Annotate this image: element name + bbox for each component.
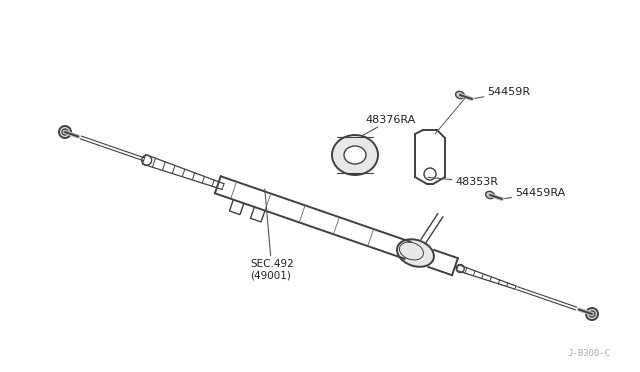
Ellipse shape [344, 146, 366, 164]
Text: SEC.492
(49001): SEC.492 (49001) [250, 189, 294, 281]
Ellipse shape [486, 191, 494, 199]
Ellipse shape [456, 92, 465, 99]
Circle shape [586, 308, 598, 320]
Text: 48353R: 48353R [428, 177, 498, 187]
Circle shape [59, 126, 71, 138]
Ellipse shape [397, 239, 434, 267]
Ellipse shape [332, 135, 378, 175]
Text: J-B300-C: J-B300-C [567, 349, 610, 358]
Text: 48376RA: 48376RA [362, 115, 415, 136]
Text: 54459R: 54459R [475, 87, 530, 99]
Text: 54459RA: 54459RA [505, 188, 565, 199]
